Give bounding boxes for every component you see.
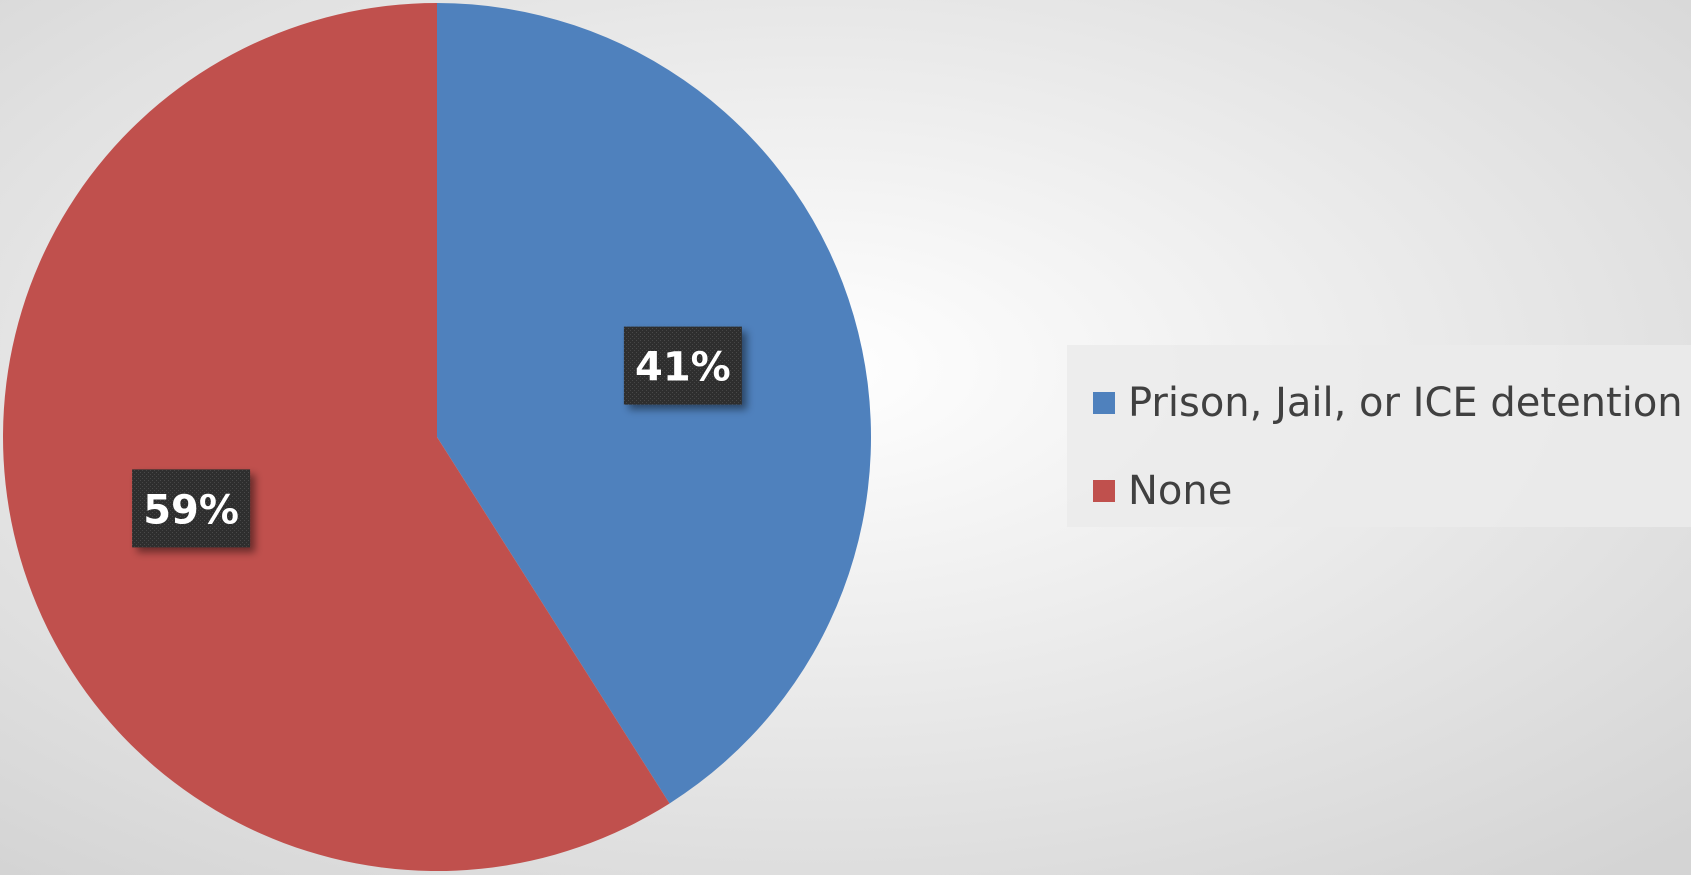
legend-label-prison: Prison, Jail, or ICE detention: [1128, 380, 1683, 426]
pie-chart: [3, 3, 872, 871]
legend-label-none: None: [1128, 468, 1233, 514]
legend-entry-none: None: [1093, 461, 1232, 521]
data-label-prison: 41%: [623, 326, 742, 405]
data-labels: 41% 59%: [132, 326, 742, 548]
data-label-none: 59%: [132, 469, 251, 548]
legend-swatch-none: [1093, 480, 1115, 502]
legend-entry-prison: Prison, Jail, or ICE detention: [1093, 373, 1683, 433]
data-label-box: [623, 326, 742, 405]
data-label-box: [132, 469, 251, 548]
data-label-text: 59%: [143, 487, 239, 533]
pie-slice-none: [3, 3, 670, 871]
data-label-text: 41%: [635, 345, 731, 391]
legend-swatch-prison: [1093, 392, 1115, 414]
legend: Prison, Jail, or ICE detention None: [1067, 345, 1691, 527]
